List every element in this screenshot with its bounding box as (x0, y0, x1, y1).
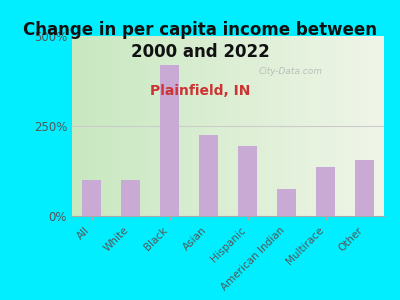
Bar (316, 167, 335, 216)
Bar (160, 65, 179, 216)
Bar (355, 160, 374, 216)
Bar (277, 189, 296, 216)
Text: Plainfield, IN: Plainfield, IN (150, 84, 250, 98)
Text: City-Data.com: City-Data.com (258, 68, 322, 76)
Bar (121, 180, 140, 216)
Bar (82, 180, 101, 216)
Bar (238, 146, 257, 216)
Text: Change in per capita income between
2000 and 2022: Change in per capita income between 2000… (23, 21, 377, 61)
Bar (199, 135, 218, 216)
